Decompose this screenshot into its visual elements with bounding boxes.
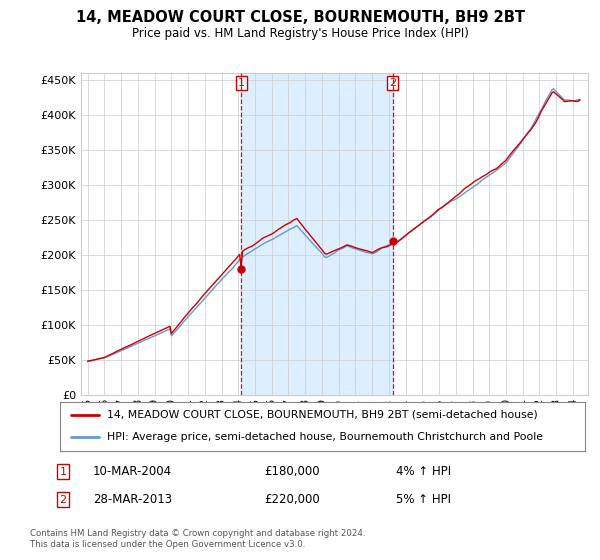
Text: 28-MAR-2013: 28-MAR-2013 — [93, 493, 172, 506]
Text: 14, MEADOW COURT CLOSE, BOURNEMOUTH, BH9 2BT (semi-detached house): 14, MEADOW COURT CLOSE, BOURNEMOUTH, BH9… — [107, 410, 538, 420]
Text: £220,000: £220,000 — [264, 493, 320, 506]
Text: 4% ↑ HPI: 4% ↑ HPI — [396, 465, 451, 478]
Text: 1: 1 — [59, 466, 67, 477]
Text: HPI: Average price, semi-detached house, Bournemouth Christchurch and Poole: HPI: Average price, semi-detached house,… — [107, 432, 543, 442]
Text: 10-MAR-2004: 10-MAR-2004 — [93, 465, 172, 478]
Text: 1: 1 — [238, 78, 245, 87]
Text: 2: 2 — [59, 494, 67, 505]
Text: 5% ↑ HPI: 5% ↑ HPI — [396, 493, 451, 506]
Bar — [241, 73, 393, 395]
Text: £180,000: £180,000 — [264, 465, 320, 478]
Text: Contains HM Land Registry data © Crown copyright and database right 2024.
This d: Contains HM Land Registry data © Crown c… — [30, 529, 365, 549]
Text: 14, MEADOW COURT CLOSE, BOURNEMOUTH, BH9 2BT: 14, MEADOW COURT CLOSE, BOURNEMOUTH, BH9… — [76, 10, 524, 25]
Text: 2: 2 — [389, 78, 397, 87]
Text: Price paid vs. HM Land Registry's House Price Index (HPI): Price paid vs. HM Land Registry's House … — [131, 27, 469, 40]
